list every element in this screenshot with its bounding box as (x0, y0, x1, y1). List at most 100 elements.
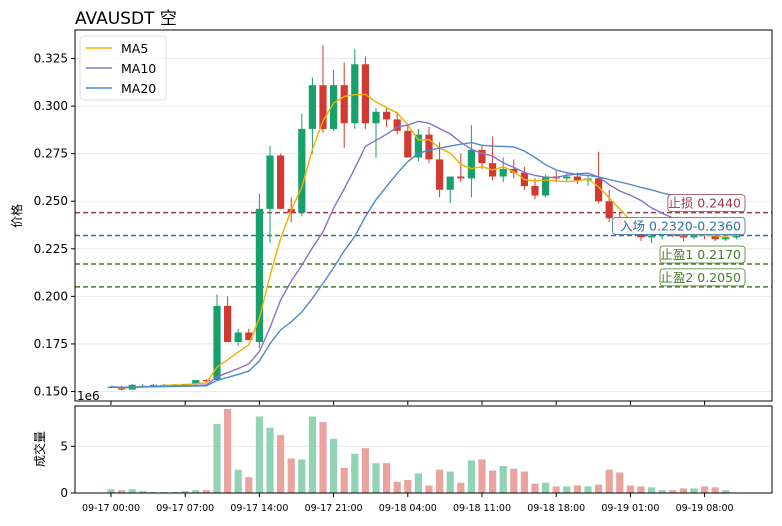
volume-bar (542, 482, 550, 493)
legend-label-ma10: MA10 (121, 61, 156, 76)
price-y-tick-label: 0.250 (34, 194, 68, 208)
price-y-tick-label: 0.175 (34, 337, 68, 351)
volume-bar (584, 486, 592, 493)
volume-bar (308, 416, 316, 493)
volume-bar (658, 490, 666, 493)
price-grid (75, 58, 772, 392)
volume-x-tick-label: 09-17 00:00 (82, 503, 140, 514)
volume-bar (139, 491, 147, 493)
price-x-ticks (110, 401, 706, 405)
volume-bar (361, 448, 369, 493)
volume-y-label: 成交量 (32, 431, 47, 467)
candle-body (648, 235, 656, 238)
volume-x-tick-label: 09-18 11:00 (453, 503, 511, 514)
take-profit-1-label-box (659, 245, 746, 264)
volume-x-tick-label: 09-19 08:00 (676, 503, 734, 514)
candle-body (351, 64, 359, 124)
stop-loss-label-text: 止损 0.2440 (668, 196, 741, 211)
candle-body (563, 176, 571, 179)
candle-body (732, 235, 740, 238)
candle-body (542, 176, 550, 196)
volume-x-tick-label: 09-17 21:00 (305, 503, 363, 514)
price-level-labels: 止损 0.2440 入场 0.2320-0.2360 止盈1 0.2170 止盈2 0… (612, 194, 746, 287)
candle-body (372, 111, 380, 124)
volume-bar (701, 486, 709, 493)
candle-body (340, 85, 348, 124)
candle-body (383, 111, 391, 120)
volume-bar (425, 485, 433, 493)
volume-bar (679, 488, 687, 493)
candle-body (510, 168, 518, 173)
volume-panel: 05 09-17 00:00 09-17 07:00 09-17 14:00 09-1… (32, 405, 773, 514)
volume-bar (277, 435, 285, 493)
candle-body (202, 380, 210, 382)
volume-bar (552, 486, 560, 493)
volume-x-tick-label: 09-19 01:00 (601, 503, 659, 514)
candle-body (679, 235, 687, 238)
volume-bar (690, 488, 698, 493)
price-y-tick-label: 0.275 (34, 147, 68, 161)
volume-bar (563, 486, 571, 493)
volume-bar (319, 422, 327, 493)
volume-bar (245, 477, 253, 493)
price-y-label: 价格 (9, 204, 24, 228)
volume-bar (181, 491, 189, 493)
take-profit-1-label: 止盈1 0.2170 (659, 245, 746, 264)
volume-x-tick-label: 09-18 04:00 (379, 503, 437, 514)
candle-body (425, 134, 433, 160)
candle-body (404, 130, 412, 158)
price-level-lines (75, 211, 772, 288)
price-y-tick-label: 0.150 (34, 384, 68, 398)
candle-body (298, 128, 306, 213)
ma20-line (110, 141, 737, 389)
volume-x-tick-label: 09-17 14:00 (230, 503, 288, 514)
price-y-tick-label: 0.300 (34, 99, 68, 113)
volume-y-tick-label: 5 (60, 439, 68, 453)
candle-body (245, 332, 253, 341)
volume-bar (383, 463, 391, 493)
volume-bar (446, 471, 454, 493)
volume-bar (266, 427, 274, 493)
candle-body (330, 85, 338, 129)
chart-title: AVAUSDT 空 (75, 9, 177, 29)
candle-body (224, 305, 232, 343)
volume-grid (75, 445, 772, 494)
volume-y-tick-label: 0 (60, 486, 68, 500)
candle-body (446, 176, 454, 190)
price-y-ticks: 0.150 0.175 0.200 0.225 0.250 0.275 0.300 0.325 (34, 52, 75, 398)
candle-body (478, 149, 486, 164)
candle-body (213, 305, 221, 381)
volume-bar (520, 471, 528, 493)
candle-body (722, 237, 730, 240)
volume-bar (573, 485, 581, 493)
volume-y-ticks: 05 (60, 439, 75, 500)
entry-high-label-text: 入场 0.2320-0.2360 (620, 218, 741, 233)
volume-bar (467, 460, 475, 493)
volume-bar (605, 469, 613, 493)
volume-bar (298, 459, 306, 493)
price-panel: 止损 0.2440 入场 0.2320-0.2360 止盈1 0.2170 止盈2 0… (9, 9, 773, 405)
candle-body (436, 159, 444, 190)
volume-bars (107, 409, 730, 493)
volume-bar (595, 484, 603, 493)
candle-body (255, 208, 263, 343)
candle-body (467, 149, 475, 179)
volume-x-tick-label: 09-17 07:00 (156, 503, 214, 514)
offset-text: 1e6 (77, 389, 100, 403)
take-profit-2-label-text: 止盈2 0.2050 (660, 270, 741, 285)
volume-bar (192, 490, 200, 493)
take-profit-2-label: 止盈2 0.2050 (659, 268, 746, 287)
entry-high-label-box (612, 217, 746, 235)
legend-label-ma5: MA5 (121, 41, 148, 56)
volume-x-tick-label: 09-18 18:00 (527, 503, 585, 514)
candle-body (595, 178, 603, 202)
price-axes-frame (74, 29, 773, 402)
candle-body (266, 155, 274, 209)
candle-body (393, 119, 401, 131)
take-profit-2-label-box (659, 268, 746, 287)
candle-body (637, 233, 645, 238)
candle-body (573, 176, 581, 181)
volume-bar (202, 490, 210, 493)
volume-bar (531, 483, 539, 493)
